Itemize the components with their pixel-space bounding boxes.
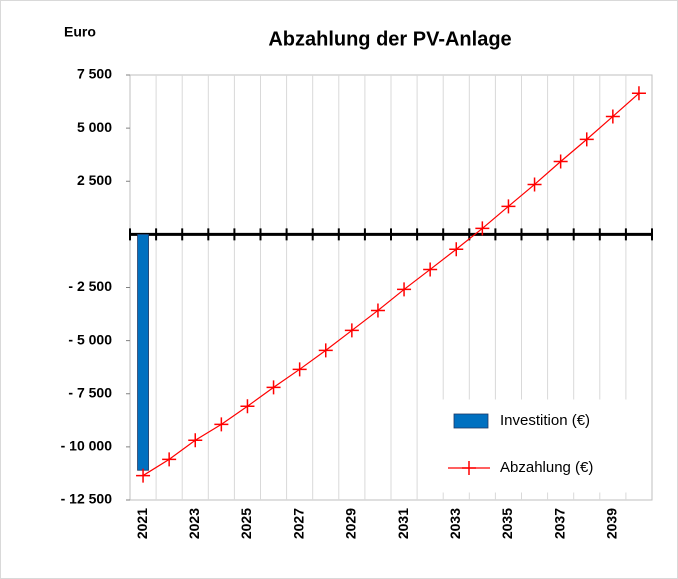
- x-tick-label: 2021: [134, 508, 150, 539]
- line-marker: [318, 343, 333, 358]
- line-marker: [527, 177, 542, 192]
- bar: [137, 233, 149, 471]
- line-marker: [136, 468, 151, 483]
- line-marker: [553, 154, 568, 169]
- legend-swatch: [453, 413, 489, 429]
- line-marker: [188, 433, 203, 448]
- line-marker: [370, 303, 385, 318]
- line-marker: [344, 323, 359, 338]
- line-marker: [631, 86, 646, 101]
- y-axis-title: Euro: [64, 24, 96, 40]
- line: [142, 92, 640, 477]
- line-marker: [266, 380, 281, 395]
- y-tick-label: - 10 000: [61, 438, 113, 454]
- line-marker: [501, 199, 516, 214]
- y-tick-label: - 12 500: [61, 491, 113, 507]
- x-tick-label: 2033: [447, 508, 463, 539]
- y-tick-label: 7 500: [77, 66, 112, 82]
- line-marker: [292, 362, 307, 377]
- x-tick-label: 2027: [290, 508, 306, 539]
- line-marker: [579, 132, 594, 147]
- y-tick-label: - 7 500: [68, 384, 112, 400]
- legend-marker: [462, 461, 476, 475]
- x-tick-label: 2037: [551, 508, 567, 539]
- line-marker: [423, 262, 438, 277]
- line-marker: [605, 109, 620, 124]
- x-tick-label: 2031: [395, 508, 411, 539]
- legend-label: Abzahlung (€): [500, 459, 593, 476]
- line-marker: [449, 242, 464, 257]
- x-tick-label: 2023: [186, 508, 202, 539]
- legend-label: Investition (€): [500, 412, 590, 429]
- y-tick-label: 2 500: [77, 172, 112, 188]
- y-tick-label: - 2 500: [68, 278, 112, 294]
- line-marker: [240, 399, 255, 414]
- chart-title: Abzahlung der PV-Anlage: [268, 28, 511, 50]
- line-marker: [475, 221, 490, 236]
- line-marker: [397, 282, 412, 297]
- line-marker: [162, 452, 177, 467]
- y-tick-label: - 5 000: [68, 331, 112, 347]
- y-tick-label: 5 000: [77, 119, 112, 135]
- x-tick-label: 2035: [499, 508, 515, 539]
- x-tick-label: 2039: [604, 508, 620, 539]
- line-marker: [214, 417, 229, 432]
- x-tick-label: 2029: [343, 508, 359, 539]
- x-tick-label: 2025: [238, 508, 254, 539]
